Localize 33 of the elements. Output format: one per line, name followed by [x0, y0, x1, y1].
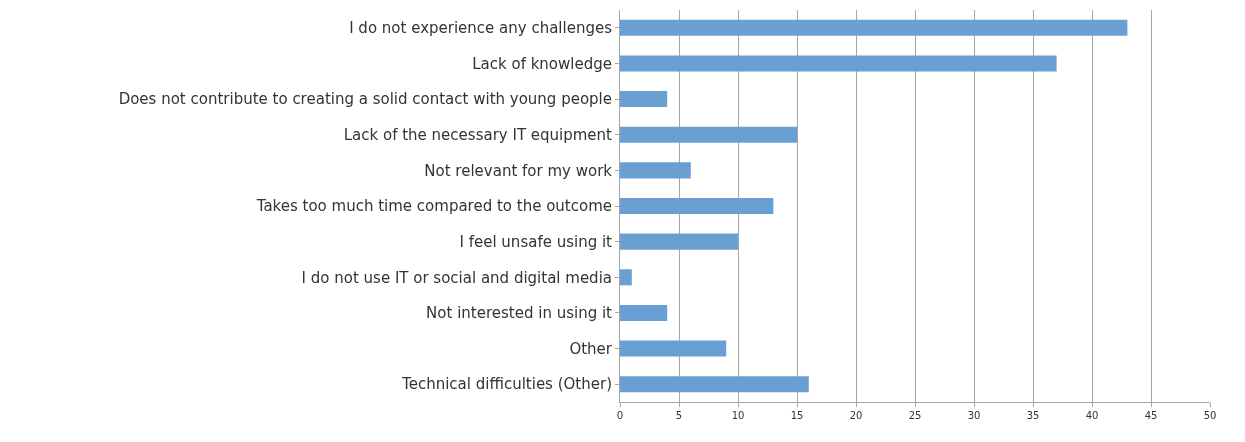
- x-tick-label: 20: [849, 410, 863, 421]
- bar: [620, 233, 738, 250]
- bar: [620, 304, 668, 321]
- y-tick-label: Takes too much time compared to the outcome: [255, 197, 612, 216]
- x-tick-label: 25: [908, 410, 922, 421]
- x-tick-label: 10: [731, 410, 745, 421]
- bar: [620, 55, 1057, 72]
- bar: [620, 376, 809, 393]
- x-tick-label: 40: [1085, 410, 1099, 421]
- bar: [620, 340, 727, 357]
- bar: [620, 197, 774, 215]
- x-tick-label: 30: [967, 410, 981, 421]
- x-tick-label: 0: [616, 410, 624, 421]
- bar: [620, 126, 797, 143]
- y-tick-label: Other: [569, 339, 613, 358]
- x-tick-label: 45: [1144, 410, 1158, 421]
- x-tick-label: 15: [790, 410, 804, 421]
- bar: [620, 19, 1128, 36]
- y-tick-label: I feel unsafe using it: [459, 232, 613, 251]
- y-tick-label: I do not experience any challenges: [349, 19, 613, 38]
- bar: [620, 162, 691, 179]
- y-tick-label: Lack of knowledge: [472, 54, 612, 73]
- y-tick-label: I do not use IT or social and digital media: [301, 268, 612, 287]
- y-tick-label: Technical difficulties (Other): [401, 375, 612, 394]
- y-tick-label: Not interested in using it: [426, 304, 613, 323]
- x-tick-label: 35: [1026, 410, 1040, 421]
- bar: [620, 91, 668, 108]
- y-tick-label: Does not contribute to creating a solid contact with young people: [118, 90, 612, 109]
- y-tick-label: Lack of the necessary IT equipment: [343, 125, 613, 144]
- x-tick-label: 5: [675, 410, 683, 421]
- x-tick-label: 50: [1203, 410, 1217, 421]
- bar: [620, 269, 632, 286]
- y-tick-label: Not relevant for my work: [424, 161, 613, 180]
